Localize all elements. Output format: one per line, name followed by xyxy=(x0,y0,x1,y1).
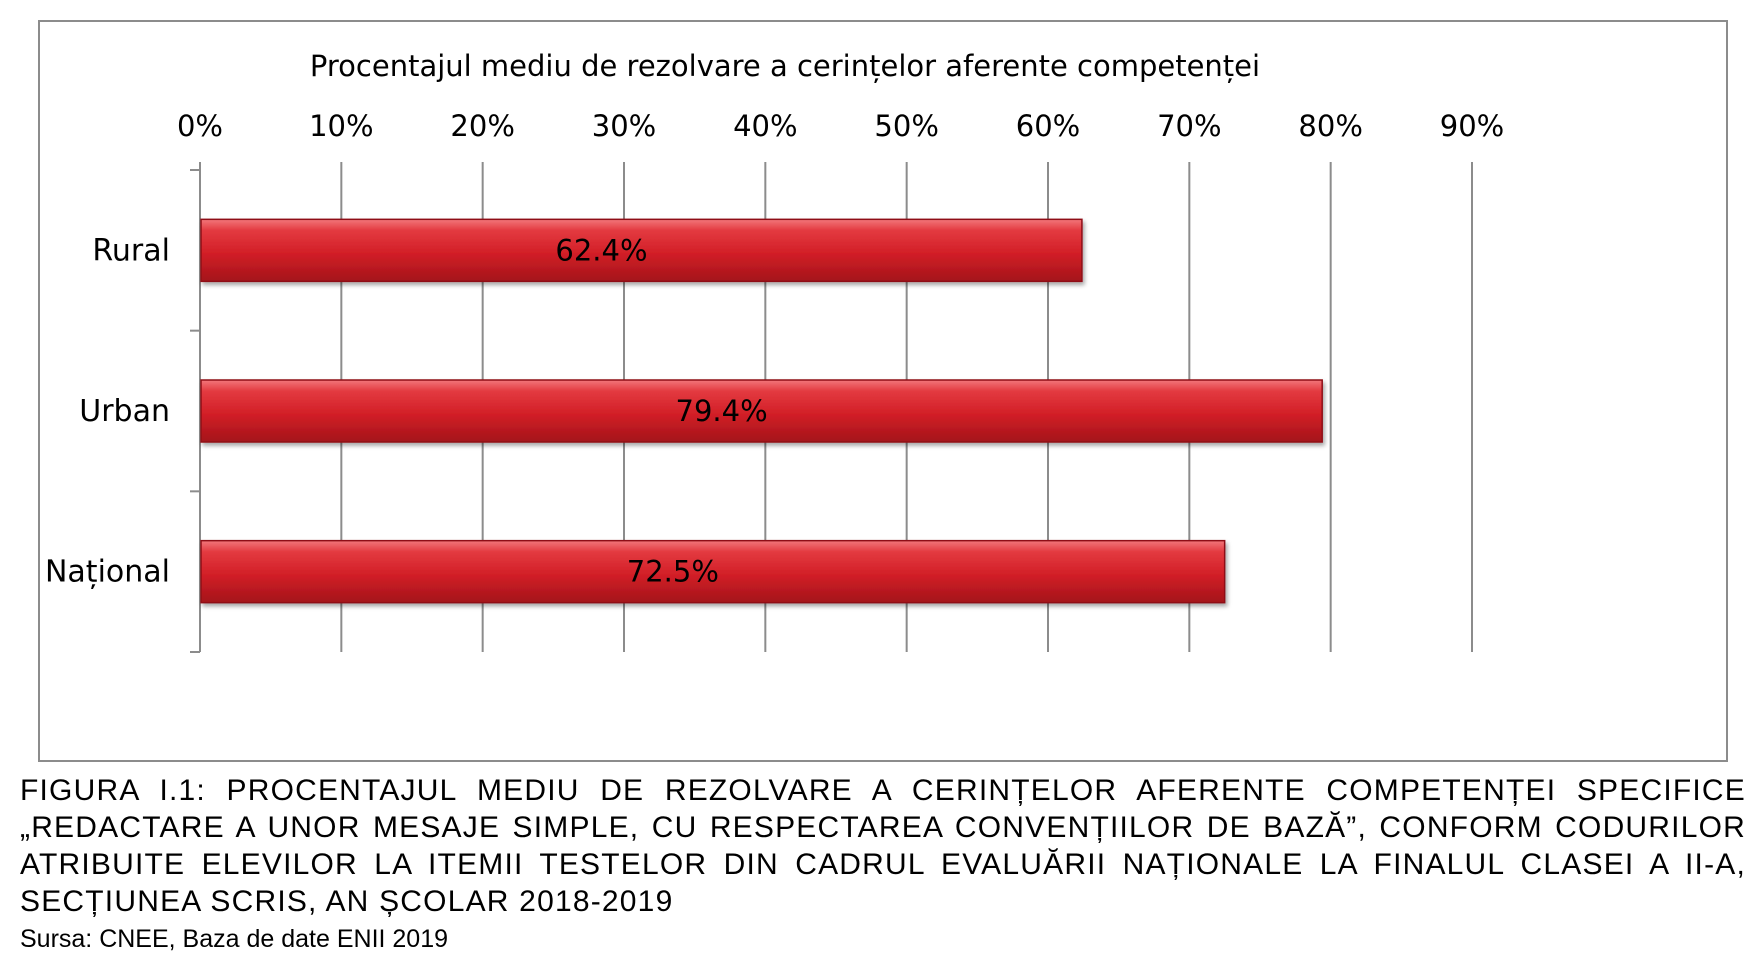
x-tick-label: 0% xyxy=(177,109,223,143)
bar-rural xyxy=(200,218,1083,283)
figure-caption: FIGURA I.1: PROCENTAJUL MEDIU DE REZOLVA… xyxy=(20,774,1746,918)
data-label: 79.4% xyxy=(676,394,768,428)
x-axis-ticks: 0% 10% 20% 30% 40% 50% 60% 70% 80% 90% xyxy=(177,109,1504,143)
x-tick-label: 50% xyxy=(874,109,938,143)
x-tick-label: 80% xyxy=(1298,109,1362,143)
source-note: Sursa: CNEE, Baza de date ENII 2019 xyxy=(20,925,449,953)
category-label: Urban xyxy=(79,394,170,429)
data-label: 72.5% xyxy=(627,555,719,589)
x-tick-label: 10% xyxy=(309,109,373,143)
category-label: Național xyxy=(45,555,170,590)
chart-frame: Procentajul mediu de rezolvare a cerințe… xyxy=(38,20,1728,762)
x-tick-label: 90% xyxy=(1440,109,1504,143)
bar-urban xyxy=(200,379,1323,443)
x-tick-label: 60% xyxy=(1016,109,1080,143)
category-label: Rural xyxy=(92,233,170,268)
data-label: 62.4% xyxy=(555,233,647,267)
bar-chart: Procentajul mediu de rezolvare a cerințe… xyxy=(45,49,1504,653)
x-tick-label: 20% xyxy=(450,109,514,143)
x-tick-label: 70% xyxy=(1157,109,1221,143)
bars xyxy=(200,218,1323,604)
category-labels: Rural Urban Național xyxy=(45,233,170,589)
x-tick-label: 40% xyxy=(733,109,797,143)
data-labels: 62.4% 79.4% 72.5% xyxy=(555,233,767,588)
y-axis xyxy=(190,162,201,653)
chart-title: Procentajul mediu de rezolvare a cerințe… xyxy=(310,49,1260,83)
x-tick-label: 30% xyxy=(592,109,656,143)
bar-național xyxy=(200,539,1226,604)
